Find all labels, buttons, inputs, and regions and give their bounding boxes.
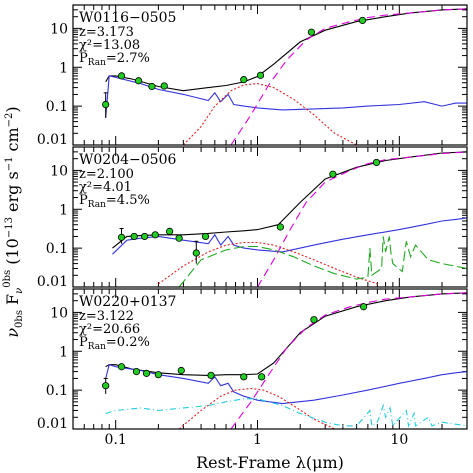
data-point xyxy=(142,369,151,377)
panel-frame xyxy=(72,4,468,146)
model-curves xyxy=(105,8,467,145)
data-point xyxy=(310,316,318,324)
y-tick-label: 10 xyxy=(50,21,68,37)
data-point xyxy=(240,373,248,381)
photometry-points xyxy=(102,16,367,118)
model-curve-1 xyxy=(105,364,467,405)
model-curve-0 xyxy=(105,8,467,92)
y-tick-label: 0.01 xyxy=(37,132,68,148)
y-tick-label: 0.1 xyxy=(46,99,68,115)
panel-0: 0.01 0.1 1 10 W0116−0505z=3.173χ²=13.08PRan=… xyxy=(37,4,468,148)
chi2-label: χ²=13.08 xyxy=(79,38,140,53)
data-point xyxy=(256,71,265,79)
y-tick-label: 1 xyxy=(59,344,68,360)
data-point xyxy=(117,363,126,371)
prob-label: PRan=0.2% xyxy=(79,335,150,352)
data-point xyxy=(358,16,367,25)
model-curve-1 xyxy=(112,217,467,255)
panel-1: 0.01 0.1 1 10 W0204−0506z=2.100χ²=4.01PRan=4… xyxy=(37,146,468,290)
y-tick-label: 1 xyxy=(59,202,68,218)
model-curves xyxy=(105,292,467,429)
data-point xyxy=(276,223,284,231)
redshift-label: z=2.100 xyxy=(79,167,134,182)
data-point xyxy=(175,234,183,242)
x-tick-label: 10 xyxy=(390,432,408,448)
data-point xyxy=(102,100,110,109)
panel-title: W0220+0137 xyxy=(79,294,176,310)
panels: 0.010.1110W0116−0505z=3.173χ²=13.08PRan=… xyxy=(37,4,468,448)
y-tick-label: 10 xyxy=(50,305,68,321)
chi2-label: χ²=4.01 xyxy=(79,180,132,195)
panel-title: W0204−0506 xyxy=(79,152,176,168)
data-point xyxy=(329,170,337,178)
model-curve-4 xyxy=(230,292,467,429)
data-point xyxy=(240,76,248,84)
y-axis-label-text: ν0bs Fν0bs (10−13 erg s−1 cm−2) xyxy=(2,106,25,337)
prob-label: PRan=4.5% xyxy=(79,193,150,210)
data-point xyxy=(148,82,156,91)
y-tick-label: 0.1 xyxy=(46,241,68,257)
model-curve-2 xyxy=(178,387,335,429)
data-point xyxy=(117,72,126,80)
y-axis-label: ν0bs Fν0bs (10−13 erg s−1 cm−2) xyxy=(2,106,25,337)
data-point xyxy=(201,232,210,241)
data-point xyxy=(360,303,368,311)
data-point xyxy=(151,231,159,239)
data-point xyxy=(132,367,141,376)
data-point xyxy=(102,382,110,390)
panel-frame xyxy=(72,288,468,430)
data-point xyxy=(177,366,185,375)
data-point xyxy=(134,77,143,85)
photometry-points xyxy=(102,303,368,394)
y-tick-label: 10 xyxy=(50,163,68,179)
data-point xyxy=(192,249,200,257)
data-point xyxy=(160,82,168,90)
y-tick-label: 0.01 xyxy=(37,416,68,432)
data-point xyxy=(130,232,138,241)
photometry-points xyxy=(117,158,381,264)
model-curve-4 xyxy=(257,151,467,287)
data-point xyxy=(372,158,381,167)
data-point xyxy=(307,28,316,36)
data-point xyxy=(117,233,126,241)
y-tick-label: 0.01 xyxy=(37,274,68,290)
model-curves xyxy=(112,151,467,287)
chi2-label: χ²=20.66 xyxy=(79,322,140,337)
panel-title: W0116−0505 xyxy=(79,10,176,26)
data-point xyxy=(166,227,174,235)
prob-label: PRan=2.7% xyxy=(79,51,150,68)
x-tick-label: 0.1 xyxy=(105,432,127,448)
panel-2: 0.01 0.1 1 10 W0220+0137z=3.122χ²=20.66PRan=… xyxy=(37,288,468,432)
data-point xyxy=(141,232,149,241)
x-tick-label: 1 xyxy=(253,432,262,448)
y-tick-label: 0.1 xyxy=(46,383,68,399)
data-point xyxy=(154,371,162,379)
model-curve-2 xyxy=(183,83,357,145)
x-axis-label: Rest-Frame λ(μm) xyxy=(196,453,344,472)
panel-frame xyxy=(72,146,468,288)
redshift-label: z=3.122 xyxy=(79,309,134,324)
model-curve-1 xyxy=(105,75,467,118)
model-curve-3 xyxy=(178,236,467,287)
redshift-label: z=3.173 xyxy=(79,25,134,40)
y-tick-label: 1 xyxy=(59,60,68,76)
data-point xyxy=(258,373,266,381)
data-point xyxy=(207,371,215,379)
model-curve-3 xyxy=(105,398,467,428)
model-curve-3 xyxy=(230,8,467,145)
